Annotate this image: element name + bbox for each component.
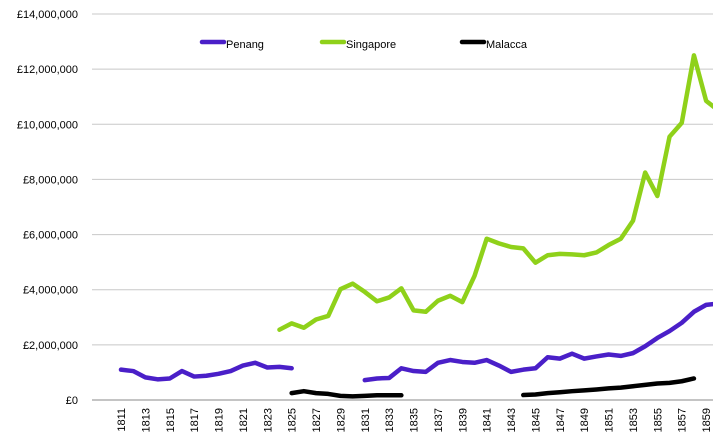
plot-area (118, 53, 713, 399)
series-line (289, 376, 697, 399)
x-tick-label: 1827 (311, 408, 323, 432)
legend-label: Penang (226, 39, 264, 51)
x-tick-label: 1815 (165, 408, 177, 432)
y-tick-label: £2,000,000 (23, 340, 78, 352)
x-tick-label: 1821 (238, 408, 250, 432)
x-tick-label: 1823 (262, 408, 274, 432)
x-tick-label: 1833 (384, 408, 396, 432)
series-line (118, 301, 713, 383)
x-tick-label: 1811 (116, 408, 128, 432)
x-tick-label: 1845 (530, 408, 542, 432)
x-tick-label: 1831 (360, 408, 372, 432)
x-tick-label: 1853 (628, 408, 640, 432)
x-tick-label: 1843 (506, 408, 518, 432)
x-tick-label: 1859 (701, 408, 713, 432)
y-tick-label: £4,000,000 (23, 285, 78, 297)
x-tick-label: 1825 (287, 408, 299, 432)
y-tick-label: £14,000,000 (17, 9, 78, 21)
x-tick-label: 1817 (189, 408, 201, 432)
y-tick-label: £10,000,000 (17, 119, 78, 131)
x-tick-label: 1855 (652, 408, 664, 432)
x-tick-label: 1841 (482, 408, 494, 432)
y-tick-label: £6,000,000 (23, 230, 78, 242)
legend-label: Malacca (486, 39, 528, 51)
x-tick-label: 1849 (579, 408, 591, 432)
x-tick-label: 1847 (555, 408, 567, 432)
x-tick-label: 1857 (677, 408, 689, 432)
x-tick-label: 1813 (140, 408, 152, 432)
x-tick-label: 1837 (433, 408, 445, 432)
legend-label: Singapore (346, 39, 396, 51)
x-tick-label: 1851 (604, 408, 616, 432)
x-tick-label: 1835 (409, 408, 421, 432)
series-line (277, 53, 713, 332)
y-tick-label: £12,000,000 (17, 64, 78, 76)
y-tick-label: £8,000,000 (23, 174, 78, 186)
x-tick-label: 1829 (335, 408, 347, 432)
x-tick-label: 1819 (214, 408, 226, 432)
y-tick-label: £0 (66, 395, 78, 407)
x-tick-label: 1839 (457, 408, 469, 432)
